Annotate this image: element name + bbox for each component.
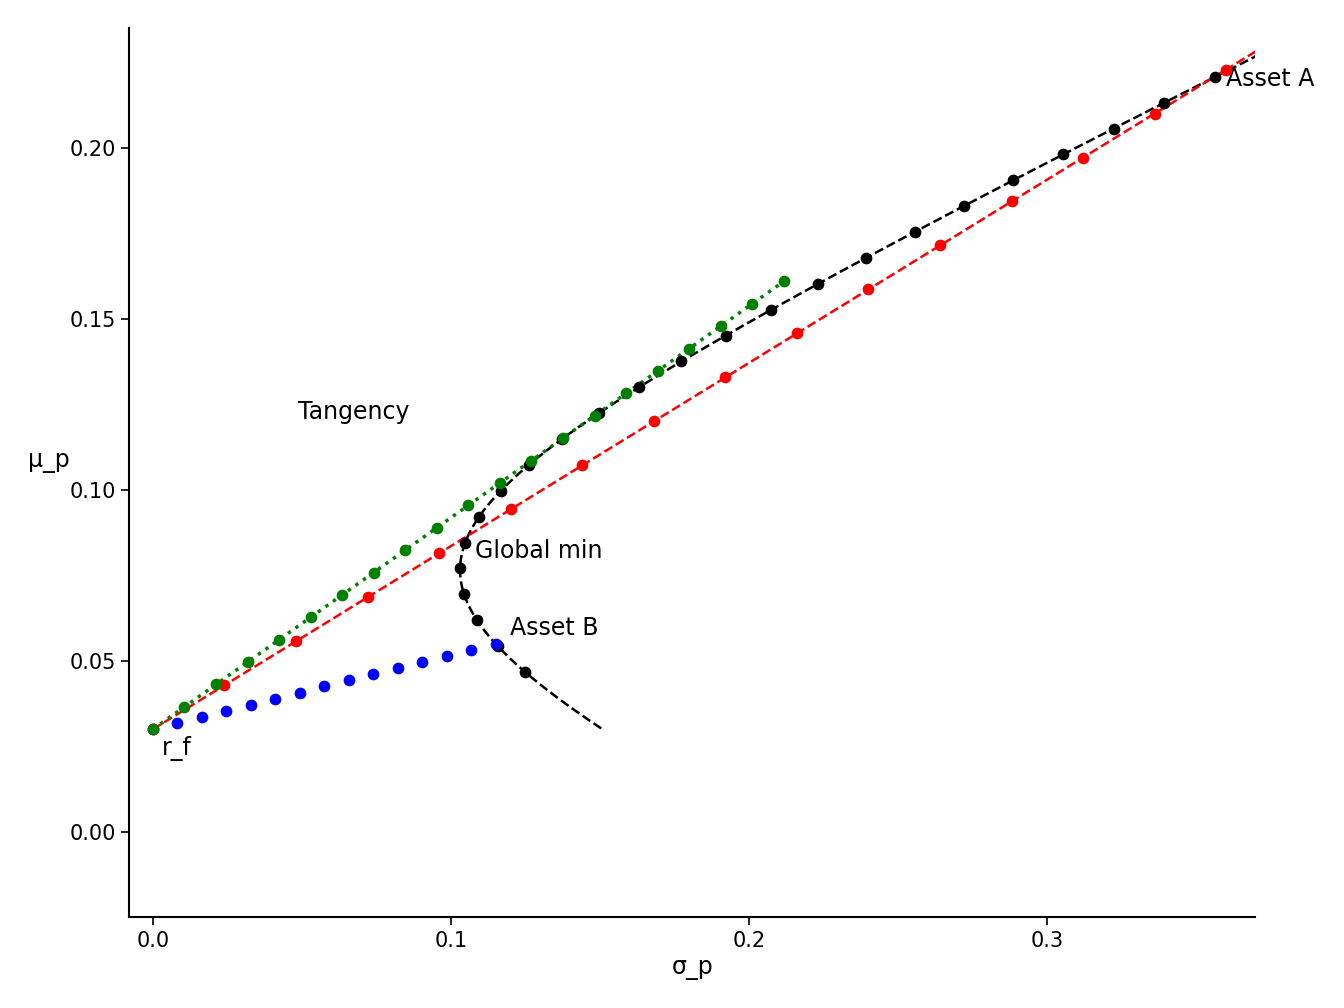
Point [429,545,450,561]
Point [642,413,664,429]
Point [773,273,794,289]
Point [300,609,321,625]
Point [929,238,950,254]
Point [628,379,649,395]
Point [671,354,692,370]
Point [646,363,668,379]
Point [808,276,829,292]
Point [786,326,808,342]
Point [337,672,359,688]
Point [206,676,227,692]
Point [142,721,164,737]
Point [469,509,491,525]
Point [363,564,384,581]
Point [1103,120,1125,136]
Point [953,199,974,215]
Point [679,341,700,357]
Point [269,632,290,648]
Point [616,385,637,401]
Point [142,721,164,737]
Point [1215,61,1236,78]
Point [363,666,384,682]
Point [313,678,335,695]
Point [435,648,457,664]
Text: Global min: Global min [474,539,602,563]
Point [285,633,306,649]
Point [761,301,782,318]
Point [517,457,539,473]
Point [214,677,235,694]
Point [167,715,188,731]
Point [461,642,482,658]
Point [715,328,737,344]
Point [1288,17,1309,33]
Point [487,638,508,654]
Point [552,430,574,447]
Point [191,709,212,725]
Point [454,534,476,550]
Point [457,497,478,513]
Point [515,664,536,680]
Point [449,560,470,577]
Point [583,407,605,423]
Point [142,721,164,737]
Point [1001,194,1023,210]
Point [215,703,237,719]
Point [1073,149,1094,165]
Point [491,483,512,499]
Point [520,453,542,469]
Point [395,542,417,558]
Point [571,458,593,474]
Point [485,636,507,652]
Point [241,697,262,713]
Point [1204,69,1226,85]
Text: Asset B: Asset B [511,616,599,640]
Point [589,405,610,421]
Point [411,654,433,670]
Y-axis label: μ_p: μ_p [28,449,70,473]
Point [855,250,876,266]
Point [857,281,879,297]
Point [426,520,448,536]
Point [1255,42,1277,58]
Point [237,654,258,670]
Point [466,612,488,628]
Point [489,475,511,491]
Point [453,587,474,603]
Point [710,319,731,335]
X-axis label: σ_p: σ_p [672,957,714,980]
Point [1144,106,1165,122]
Point [265,690,286,707]
Text: Asset A: Asset A [1226,68,1314,91]
Point [715,369,737,385]
Point [551,431,573,448]
Point [173,699,195,715]
Point [1052,146,1074,162]
Point [1153,95,1175,111]
Point [332,587,353,603]
Point [387,660,409,676]
Text: r_f: r_f [161,736,192,761]
Point [1003,172,1024,188]
Point [903,224,925,240]
Text: Tangency: Tangency [298,400,410,423]
Point [742,295,763,311]
Point [356,590,378,606]
Point [500,501,521,517]
Point [289,684,310,701]
